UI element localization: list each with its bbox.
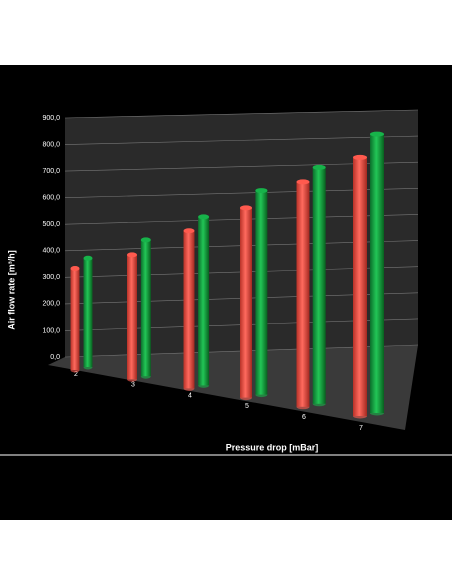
bar-top: [312, 164, 326, 170]
x-tick-label: 5: [245, 403, 249, 410]
bar-top: [370, 131, 384, 137]
x-axis-title: Pressure drop [mBar]: [226, 442, 319, 452]
bar-top: [353, 154, 367, 160]
y-tick-label: 300,0: [42, 274, 60, 281]
y-tick-label: 0,0: [50, 354, 60, 361]
bar-top: [127, 252, 137, 258]
bar: [83, 258, 93, 367]
bar-top: [240, 205, 252, 211]
y-tick-label: 500,0: [42, 221, 60, 228]
bar: [255, 190, 268, 395]
bar-top: [140, 237, 151, 243]
y-tick-label: 600,0: [42, 195, 60, 202]
x-tick-label: 3: [131, 382, 135, 389]
y-tick-label: 900,0: [42, 115, 60, 122]
bar: [296, 181, 310, 407]
bar: [140, 239, 151, 377]
x-tick-label: 2: [74, 371, 78, 378]
bar: [183, 230, 195, 389]
bar-top: [296, 179, 310, 185]
bar: [198, 216, 210, 386]
bar: [353, 157, 367, 416]
bar: [70, 268, 80, 370]
y-tick-label: 400,0: [42, 248, 60, 255]
y-axis-title: Air flow rate [m³/h]: [6, 250, 16, 330]
bar-top: [83, 255, 93, 261]
bar-top: [70, 266, 80, 271]
x-tick-label: 4: [188, 392, 192, 399]
bar: [312, 167, 326, 404]
y-tick-label: 800,0: [42, 141, 60, 148]
bar: [127, 254, 137, 380]
bar: [240, 207, 252, 398]
bar-top: [255, 188, 268, 194]
bar: [370, 134, 384, 413]
bar-top: [198, 214, 210, 220]
y-tick-label: 200,0: [42, 301, 60, 308]
x-tick-label: 7: [359, 425, 363, 432]
bar-top: [183, 228, 195, 234]
x-tick-label: 6: [302, 414, 306, 421]
grid-line: [64, 109, 419, 119]
y-tick-label: 700,0: [42, 168, 60, 175]
y-tick-label: 100,0: [42, 327, 60, 334]
grid-line: [64, 135, 419, 145]
